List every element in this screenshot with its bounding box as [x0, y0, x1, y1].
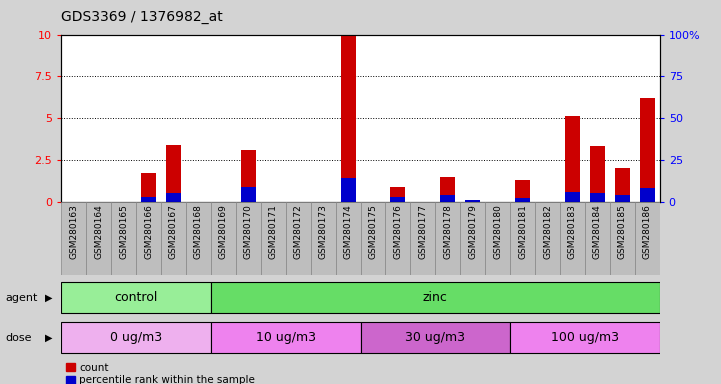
Text: GSM280167: GSM280167 [169, 204, 178, 259]
Text: GSM280166: GSM280166 [144, 204, 153, 259]
Text: GSM280180: GSM280180 [493, 204, 502, 259]
Text: 0 ug/m3: 0 ug/m3 [110, 331, 162, 344]
Bar [186, 202, 211, 275]
Bar [640, 98, 655, 202]
Bar [335, 202, 360, 275]
Text: dose: dose [6, 333, 32, 343]
Text: GDS3369 / 1376982_at: GDS3369 / 1376982_at [61, 10, 223, 23]
Bar [585, 202, 610, 275]
Bar [211, 202, 236, 275]
Text: GSM280177: GSM280177 [418, 204, 428, 259]
Text: GSM280173: GSM280173 [319, 204, 327, 259]
Bar [136, 202, 161, 275]
Bar [515, 180, 530, 202]
Bar [560, 202, 585, 275]
Bar [236, 202, 261, 275]
Bar [615, 195, 630, 202]
Bar [261, 202, 286, 275]
Legend: count, percentile rank within the sample: count, percentile rank within the sample [66, 363, 255, 384]
Text: GSM280168: GSM280168 [194, 204, 203, 259]
Bar [241, 187, 256, 202]
Text: GSM280165: GSM280165 [119, 204, 128, 259]
Text: GSM280174: GSM280174 [343, 204, 353, 258]
Bar [535, 202, 560, 275]
Text: GSM280183: GSM280183 [568, 204, 577, 259]
Bar [340, 178, 355, 202]
Bar [435, 202, 460, 275]
Text: agent: agent [6, 293, 38, 303]
Bar [141, 173, 156, 202]
Bar [241, 150, 256, 202]
Bar [211, 323, 360, 353]
Bar [386, 202, 410, 275]
Text: ▶: ▶ [45, 293, 52, 303]
Bar [465, 200, 480, 202]
Bar [166, 145, 181, 202]
Text: GSM280178: GSM280178 [443, 204, 452, 259]
Text: GSM280169: GSM280169 [219, 204, 228, 259]
Bar [360, 323, 510, 353]
Bar [161, 202, 186, 275]
Bar [640, 188, 655, 202]
Bar [590, 146, 605, 202]
Bar [441, 177, 455, 202]
Text: GSM280163: GSM280163 [69, 204, 79, 259]
Bar [510, 202, 535, 275]
Text: GSM280181: GSM280181 [518, 204, 527, 259]
Bar [61, 282, 211, 313]
Bar [61, 323, 211, 353]
Bar [61, 202, 87, 275]
Text: 10 ug/m3: 10 ug/m3 [256, 331, 316, 344]
Text: 100 ug/m3: 100 ug/m3 [551, 331, 619, 344]
Bar [615, 168, 630, 202]
Bar [340, 36, 355, 202]
Bar [460, 202, 485, 275]
Bar [510, 323, 660, 353]
Bar [391, 197, 405, 202]
Text: 30 ug/m3: 30 ug/m3 [405, 331, 465, 344]
Bar [441, 195, 455, 202]
Text: GSM280176: GSM280176 [394, 204, 402, 259]
Text: GSM280184: GSM280184 [593, 204, 602, 258]
Text: GSM280185: GSM280185 [618, 204, 627, 259]
Text: GSM280170: GSM280170 [244, 204, 253, 259]
Bar [391, 187, 405, 202]
Bar [634, 202, 660, 275]
Bar [111, 202, 136, 275]
Text: control: control [115, 291, 158, 304]
Bar [565, 192, 580, 202]
Bar [410, 202, 435, 275]
Text: GSM280171: GSM280171 [269, 204, 278, 259]
Bar [590, 193, 605, 202]
Text: GSM280182: GSM280182 [543, 204, 552, 258]
Bar [141, 197, 156, 202]
Text: GSM280186: GSM280186 [642, 204, 652, 259]
Text: ▶: ▶ [45, 333, 52, 343]
Bar [515, 198, 530, 202]
Bar [311, 202, 335, 275]
Bar [485, 202, 510, 275]
Text: zinc: zinc [423, 291, 448, 304]
Text: GSM280164: GSM280164 [94, 204, 103, 258]
Bar [360, 202, 386, 275]
Bar [211, 282, 660, 313]
Bar [286, 202, 311, 275]
Bar [87, 202, 111, 275]
Text: GSM280179: GSM280179 [468, 204, 477, 259]
Text: GSM280175: GSM280175 [368, 204, 378, 259]
Bar [166, 193, 181, 202]
Bar [610, 202, 634, 275]
Text: GSM280172: GSM280172 [293, 204, 303, 258]
Bar [565, 116, 580, 202]
